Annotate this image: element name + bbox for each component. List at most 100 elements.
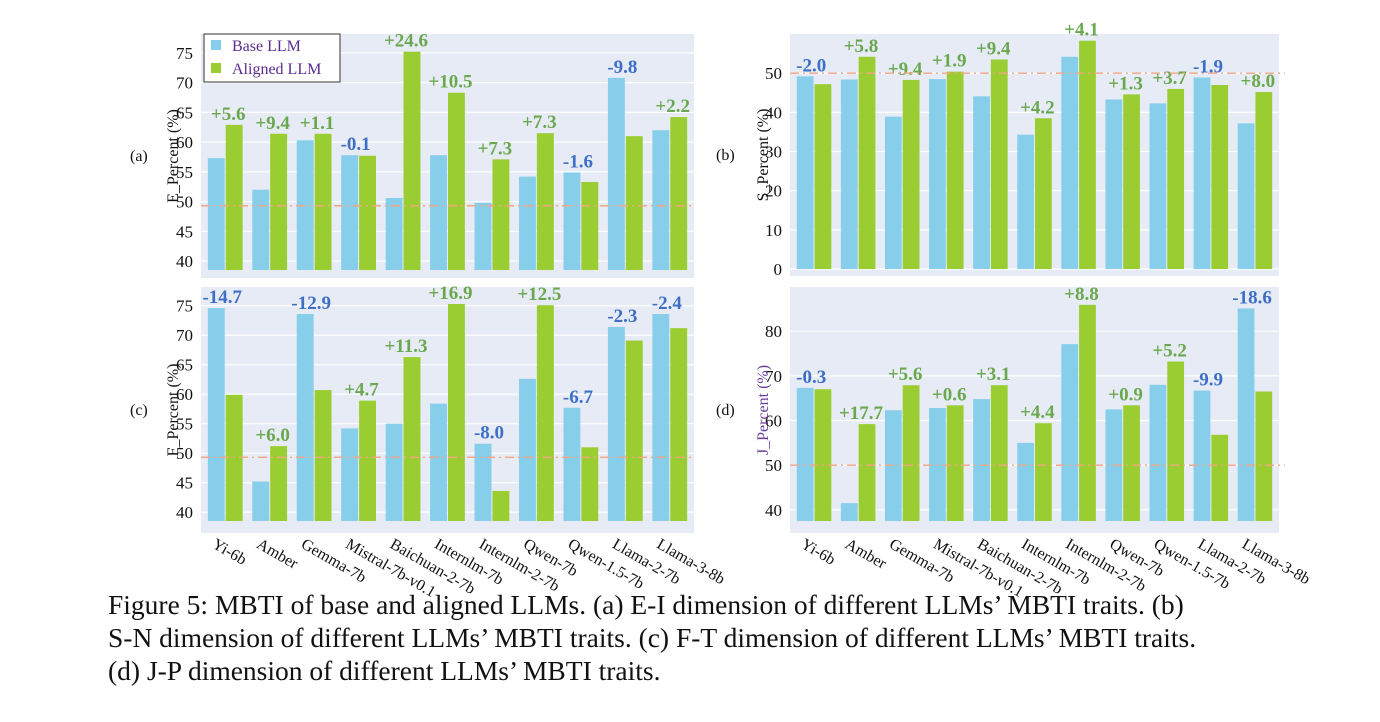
delta-label: +1.9 [932, 51, 967, 72]
bar-aligned-llm [1123, 94, 1140, 269]
delta-label: -1.9 [1193, 57, 1223, 78]
y-tick-label: 10 [765, 221, 782, 240]
bar-aligned-llm [858, 424, 876, 521]
x-tick-label: Amber [842, 536, 890, 573]
bar-aligned-llm [1211, 434, 1229, 521]
legend-box [203, 33, 341, 83]
bar-base-llm [1017, 134, 1034, 269]
bar-base-llm [1237, 308, 1255, 521]
bar-base-llm [252, 189, 270, 270]
bar-base-llm [1017, 442, 1034, 521]
bar-aligned-llm [990, 59, 1008, 269]
panel-a: 40 45 50 55 60 65 70 75 E_Percent (%) (a) +5.6 +9.4… [130, 31, 694, 278]
bar-aligned-llm [403, 51, 421, 270]
delta-label: +17.7 [839, 403, 884, 424]
delta-label: -2.3 [607, 306, 637, 327]
y-tick-label: 45 [176, 222, 193, 241]
bar-aligned-llm [1255, 92, 1273, 269]
bar-aligned-llm [1167, 88, 1185, 269]
bar-base-llm [430, 155, 447, 270]
bar-base-llm [385, 423, 403, 521]
bar-base-llm [474, 443, 492, 521]
delta-label: +4.7 [344, 380, 379, 401]
bar-aligned-llm [1167, 361, 1185, 521]
bar-base-llm [607, 77, 625, 270]
delta-label: +9.4 [976, 39, 1011, 60]
bar-base-llm [973, 96, 990, 270]
bar-aligned-llm [1255, 391, 1273, 521]
bar-base-llm [385, 198, 403, 270]
delta-label: +4.2 [1020, 97, 1055, 118]
legend: Base LLM Aligned LLM [203, 33, 341, 83]
panel-c: 40 45 50 55 60 65 70 75 F_Percent (%) (c) -14.7 Yi-… [130, 283, 728, 601]
delta-label: +5.2 [1152, 341, 1187, 362]
y-tick-label: 50 [765, 64, 782, 83]
panel-letter: (a) [130, 148, 148, 165]
bar-aligned-llm [814, 389, 832, 521]
y-tick-label: 65 [176, 356, 193, 375]
y-tick-label: 40 [765, 103, 782, 122]
delta-label: +24.6 [384, 31, 428, 52]
bar-aligned-llm [1123, 405, 1140, 521]
bar-base-llm [563, 407, 581, 521]
delta-label: +2.2 [655, 96, 690, 117]
caption-line-2: S-N dimension of different LLMs’ MBTI tr… [108, 622, 1197, 653]
y-axis-label: F_Percent (%) [165, 364, 182, 457]
panel-letter: (d) [716, 402, 735, 419]
delta-label: +11.3 [384, 336, 427, 357]
bar-base-llm [652, 130, 670, 270]
bar-aligned-llm [536, 305, 554, 521]
legend-swatch-base [211, 40, 221, 50]
caption-line-3: (d) J-P dimension of different LLMs’ MBT… [108, 655, 661, 686]
delta-label: +7.3 [522, 112, 557, 133]
bar-base-llm [1193, 390, 1211, 521]
bar-base-llm [519, 378, 536, 521]
bar-base-llm [796, 76, 814, 269]
panel-letter: (c) [130, 402, 148, 419]
bar-aligned-llm [448, 303, 465, 521]
delta-label: +4.4 [1020, 402, 1055, 423]
bar-base-llm [207, 308, 225, 521]
bar-aligned-llm [625, 136, 643, 270]
delta-label: -18.6 [1232, 287, 1272, 308]
delta-label: -0.1 [341, 134, 371, 155]
delta-label: +6.0 [255, 425, 290, 446]
delta-label: -9.8 [607, 57, 637, 78]
bar-aligned-llm [902, 79, 920, 269]
delta-label: +5.8 [844, 36, 879, 57]
delta-label: -12.9 [291, 293, 331, 314]
bar-aligned-llm [314, 390, 332, 521]
legend-swatch-aligned [211, 63, 221, 73]
legend-label: Base LLM [232, 38, 301, 55]
bar-base-llm [519, 176, 536, 270]
y-tick-label: 60 [176, 133, 193, 152]
delta-label: -1.6 [563, 151, 593, 172]
delta-label: +8.0 [1241, 71, 1276, 92]
bar-aligned-llm [270, 133, 288, 270]
caption-line-1: Figure 5: MBTI of base and aligned LLMs.… [108, 589, 1184, 620]
x-tick-label: Yi-6b [798, 536, 838, 569]
bar-aligned-llm [946, 71, 964, 269]
y-tick-label: 40 [765, 501, 782, 520]
bar-base-llm [929, 79, 946, 269]
delta-label: +4.1 [1064, 20, 1099, 41]
bar-aligned-llm [858, 56, 876, 270]
delta-label: -2.0 [796, 55, 826, 76]
bar-base-llm [840, 503, 858, 521]
bar-aligned-llm [946, 405, 964, 521]
bar-base-llm [1061, 56, 1079, 270]
y-tick-label: 50 [765, 456, 782, 475]
bar-base-llm [341, 155, 359, 270]
y-tick-label: 40 [176, 252, 193, 271]
delta-label: +8.8 [1064, 284, 1099, 305]
delta-label: +3.1 [976, 364, 1011, 385]
y-tick-label: 55 [176, 163, 193, 182]
y-tick-label: 75 [176, 44, 193, 63]
bar-aligned-llm [670, 328, 688, 521]
bar-aligned-llm [581, 447, 599, 521]
y-axis-label: E_Percent (%) [165, 109, 182, 203]
y-tick-label: 65 [176, 103, 193, 122]
bar-base-llm [341, 428, 359, 521]
bar-aligned-llm [1079, 304, 1096, 521]
bar-base-llm [207, 158, 225, 270]
